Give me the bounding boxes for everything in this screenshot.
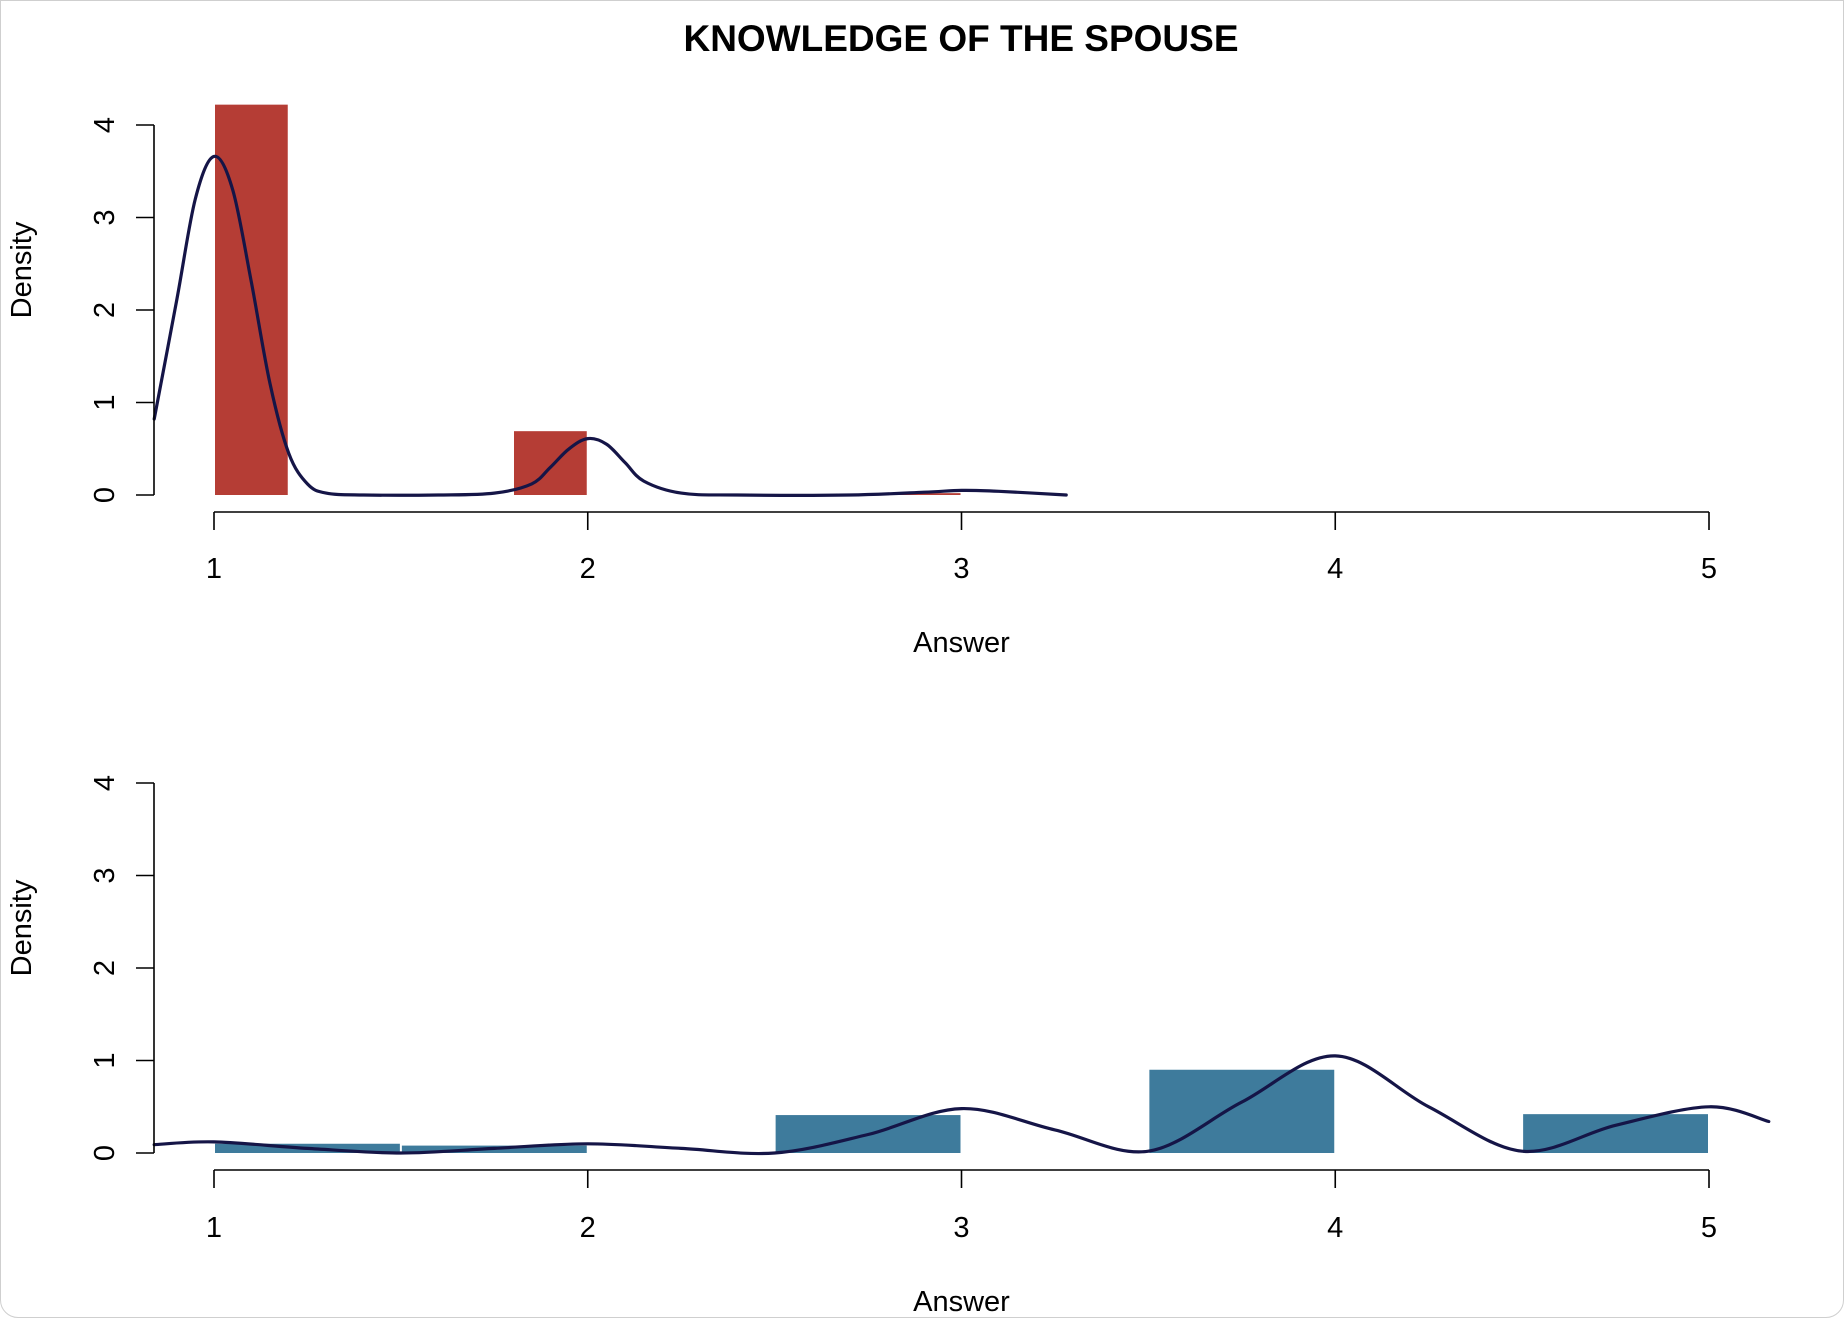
x-tick-label: 1 (206, 553, 222, 585)
histogram-bar (514, 431, 587, 495)
y-axis-title: Density (6, 221, 38, 318)
histogram-bar (215, 104, 288, 496)
x-tick-label: 5 (1701, 1212, 1717, 1244)
y-tick-label: 2 (89, 960, 121, 976)
y-tick-label: 3 (89, 209, 121, 225)
x-tick-label: 2 (580, 1212, 596, 1244)
histogram-bar (887, 493, 961, 495)
bottom-histogram-panel: 0 1 2 3 4 1 2 3 4 5 Answer Density (6, 775, 1771, 1317)
bottom-bars (215, 1069, 1708, 1153)
x-tick-label: 4 (1327, 553, 1343, 585)
top-histogram-panel: 0 1 2 3 4 1 2 3 4 5 Answer Density (6, 104, 1717, 659)
x-tick-label: 5 (1701, 553, 1717, 585)
y-tick-label: 4 (89, 775, 121, 791)
y-tick-label: 1 (89, 1052, 121, 1068)
y-tick-label: 0 (89, 487, 121, 503)
x-axis-title: Answer (913, 1286, 1010, 1317)
y-tick-label: 2 (89, 302, 121, 318)
chart-title: KNOWLEDGE OF THE SPOUSE (683, 18, 1238, 59)
density-curve (152, 1054, 1771, 1156)
y-tick-label: 3 (89, 867, 121, 883)
x-tick-label: 4 (1327, 1212, 1343, 1244)
y-tick-label: 4 (89, 117, 121, 133)
y-axis-title: Density (6, 879, 38, 976)
density-curve (152, 154, 1068, 497)
x-tick-label: 3 (953, 1212, 969, 1244)
y-tick-label: 1 (89, 394, 121, 410)
x-tick-label: 2 (580, 553, 596, 585)
x-tick-label: 1 (206, 1212, 222, 1244)
top-bars (215, 104, 961, 496)
x-tick-label: 3 (953, 553, 969, 585)
y-tick-label: 0 (89, 1145, 121, 1161)
x-axis-title: Answer (913, 627, 1010, 659)
